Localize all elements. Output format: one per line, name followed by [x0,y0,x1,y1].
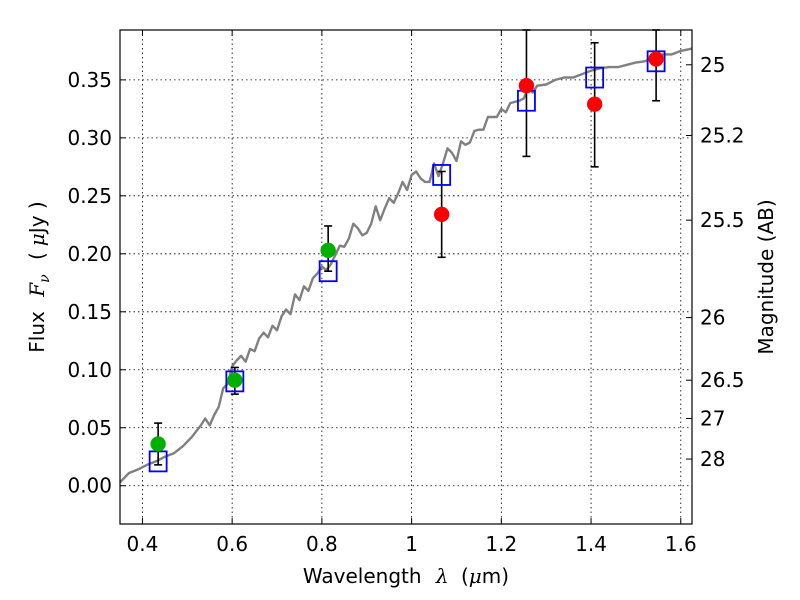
y2-tick-label: 25.5 [700,208,745,232]
grid [120,30,692,524]
x-tick-label: 1 [405,532,418,556]
x-tick-label: 0.6 [216,532,248,556]
y2-axis-title: Magnitude (AB) [754,199,778,354]
model-square-marker [585,66,605,89]
model-square-marker [318,260,338,283]
y-axis-title: Flux Fν ( μJy ) [25,201,54,352]
x-axis-title-mu: μ [469,564,482,588]
y-axis-title-mu: μ [25,233,49,246]
y2-tick-label: 26 [700,306,725,330]
observed-point [433,206,450,223]
plot-area [120,30,692,524]
observed-point [227,372,243,388]
y-axis-title-open: ( [25,252,49,260]
plot-frame [119,29,693,525]
x-axis-title-unit: m) [482,564,509,588]
x-axis-title-open: ( [461,564,469,588]
observed-point [150,436,166,452]
y-tick-label: 0.05 [67,416,112,440]
y-axis-title-symbol: F [25,282,49,298]
observed-point [586,96,603,112]
y-tick-label: 0.20 [67,242,112,266]
spectrum-layer [119,47,693,484]
y-axis-title-subscript: ν [37,274,53,283]
y2-tick-label: 28 [700,447,725,471]
y-tick-label: 0.15 [67,300,112,324]
model-square-marker [432,164,452,186]
y-tick-label: 0.10 [67,358,112,382]
x-tick-label: 1.4 [575,532,607,556]
model-square-marker [225,370,245,393]
square-layer [148,50,666,473]
x-tick-label: 0.4 [127,532,159,556]
y-tick-label: 0.00 [67,474,112,498]
x-tick-label: 0.8 [306,532,338,556]
spectrum-line [119,47,693,484]
observed-point [320,242,336,259]
y-tick-label: 0.25 [67,184,112,208]
y-tick-label: 0.35 [67,68,112,92]
x-tick-label: 1.6 [665,532,697,556]
observed-point [518,77,535,94]
observed-point [648,51,664,67]
x-axis-title-prefix: Wavelength [303,564,422,588]
x-tick-label: 1.2 [485,532,517,556]
x-axis-title-symbol: λ [435,564,449,588]
y2-tick-label: 26.5 [700,368,745,392]
ticks-layer: 0.4 0.6 0.8 1 1.2 1.4 1.6 0.00 0.05 0.10 0.15 0.20 0… [67,30,745,556]
x-axis-title: Wavelength λ (μm) [303,564,509,588]
y-tick-label: 0.30 [67,126,112,150]
y-axis-title-unit: Jy ) [25,201,49,235]
y-axis-title-prefix: Flux [25,311,49,353]
y2-tick-label: 27 [700,406,725,430]
y2-tick-label: 25.2 [700,124,745,148]
y2-tick-label: 25 [700,53,725,77]
point-layer [150,51,664,452]
